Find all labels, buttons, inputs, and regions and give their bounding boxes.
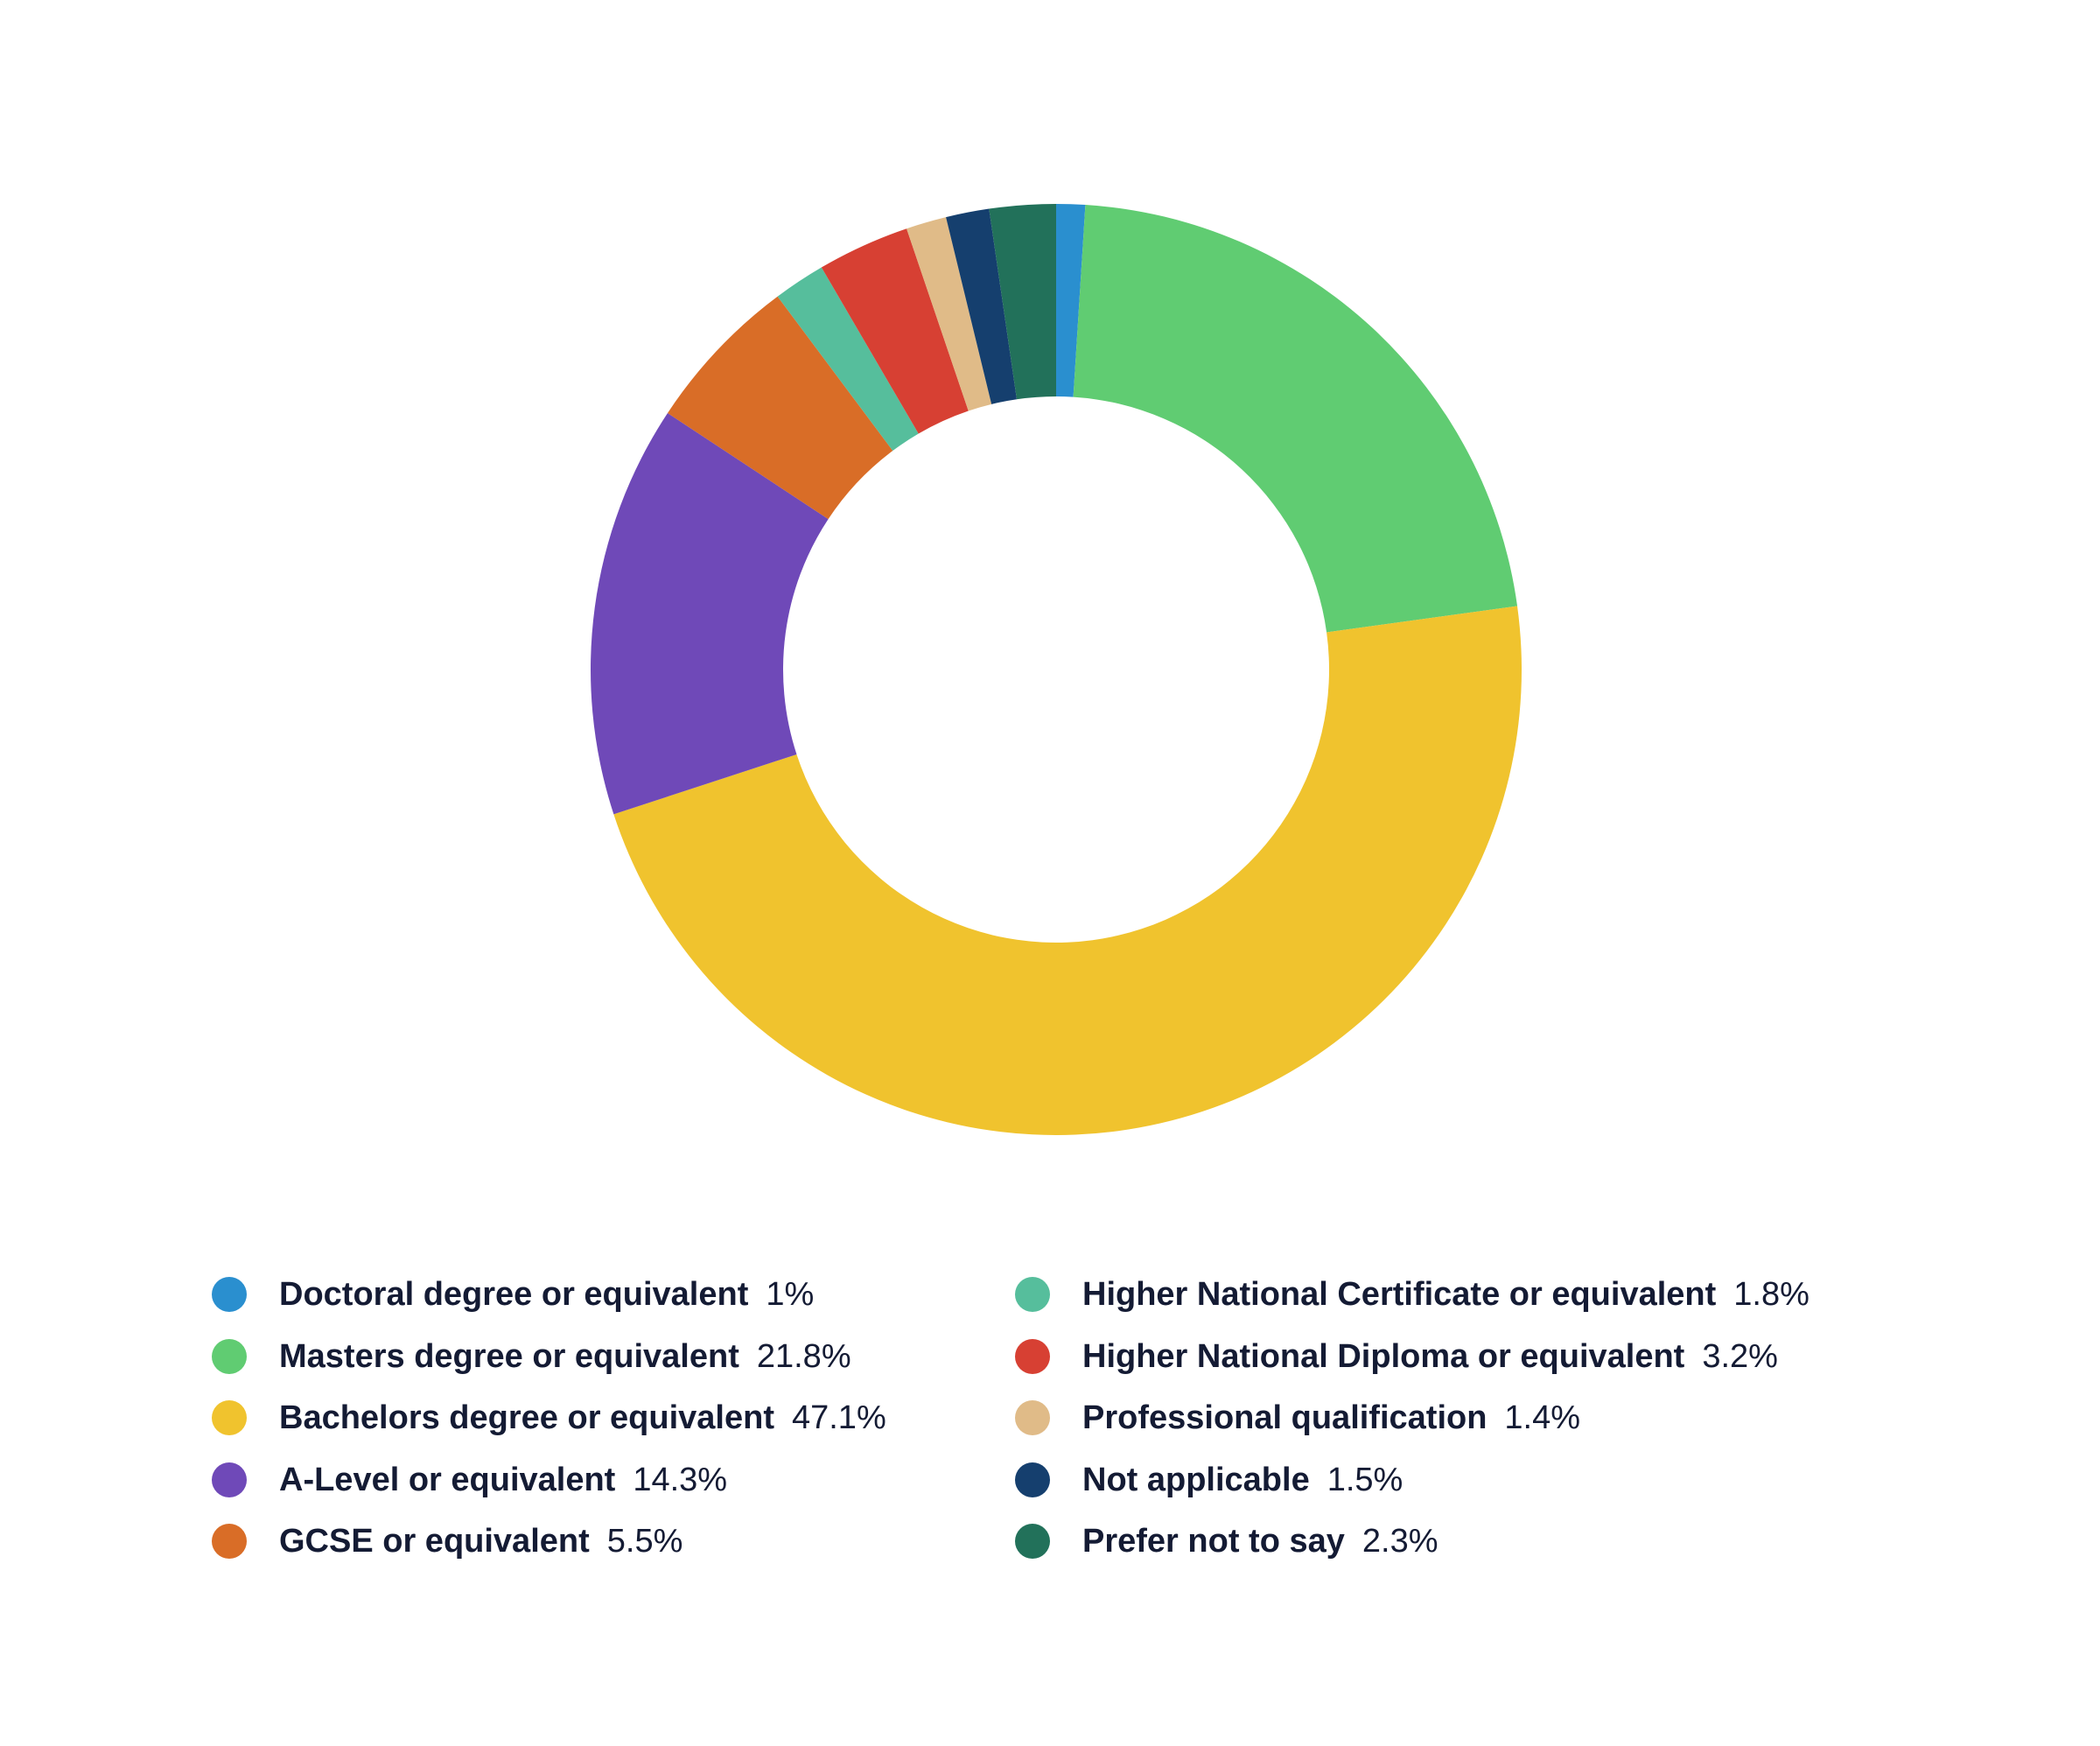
donut-slice-bachelors-degree-or-equivalent: [613, 606, 1522, 1136]
donut-slice-doctoral-degree-or-equivalent: [1056, 204, 1086, 397]
donut-slice-higher-national-certificate-or-equivalent: [777, 267, 919, 452]
donut-slice-prefer-not-to-say: [989, 204, 1056, 400]
donut-slice-higher-national-diploma-or-equivalent: [821, 228, 969, 434]
donut-slice-masters-degree-or-equivalent: [1073, 205, 1518, 633]
donut-slice-a-level-or-equivalent: [591, 412, 829, 815]
donut-slice-not-applicable: [946, 208, 1018, 404]
donut-slice-professional-qualification: [906, 217, 992, 411]
donut-slice-gcse-or-equivalent: [667, 296, 893, 520]
